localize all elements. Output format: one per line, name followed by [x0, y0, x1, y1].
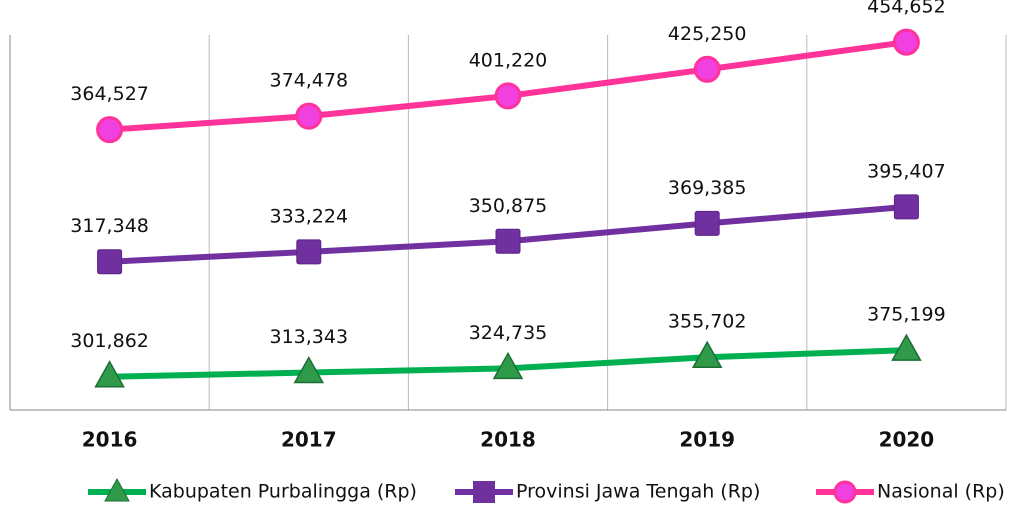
point-marker [892, 28, 920, 56]
data-label: 364,527 [70, 83, 149, 105]
data-label: 425,250 [668, 23, 747, 45]
data-label: 355,702 [668, 311, 747, 333]
x-tick-label: 2016 [82, 428, 138, 452]
point-marker [893, 194, 919, 220]
data-label: 401,220 [469, 49, 548, 71]
legend-label: Kabupaten Purbalingga (Rp) [149, 481, 417, 503]
legend-label: Nasional (Rp) [877, 481, 1005, 503]
point-marker [96, 116, 124, 144]
data-label: 313,343 [270, 326, 349, 348]
x-tick-label: 2017 [281, 428, 337, 452]
point-marker [293, 356, 325, 384]
data-label: 395,407 [867, 160, 946, 182]
legend-marker [833, 480, 857, 504]
legend-marker [473, 481, 495, 503]
point-marker [494, 82, 522, 110]
data-label: 317,348 [70, 215, 149, 237]
data-label: 324,735 [469, 322, 548, 344]
point-marker [492, 351, 524, 380]
data-label: 454,652 [867, 0, 946, 18]
point-marker [495, 228, 521, 254]
point-marker [295, 102, 323, 130]
point-marker [891, 333, 922, 361]
x-tick-label: 2018 [480, 428, 536, 452]
point-marker [94, 360, 125, 388]
point-marker [693, 55, 721, 83]
data-label: 369,385 [668, 177, 747, 199]
data-label: 374,478 [270, 70, 349, 92]
x-tick-label: 2019 [679, 428, 735, 452]
data-label: 301,862 [70, 330, 149, 352]
point-marker [691, 340, 723, 368]
data-label: 333,224 [270, 205, 349, 227]
data-label: 350,875 [469, 195, 548, 217]
legend-label: Provinsi Jawa Tengah (Rp) [516, 481, 760, 503]
x-tick-label: 2020 [879, 428, 935, 452]
point-marker [694, 210, 720, 236]
point-marker [97, 249, 123, 275]
point-marker [296, 239, 322, 265]
data-label: 375,199 [867, 304, 946, 326]
legend-marker [104, 477, 130, 502]
